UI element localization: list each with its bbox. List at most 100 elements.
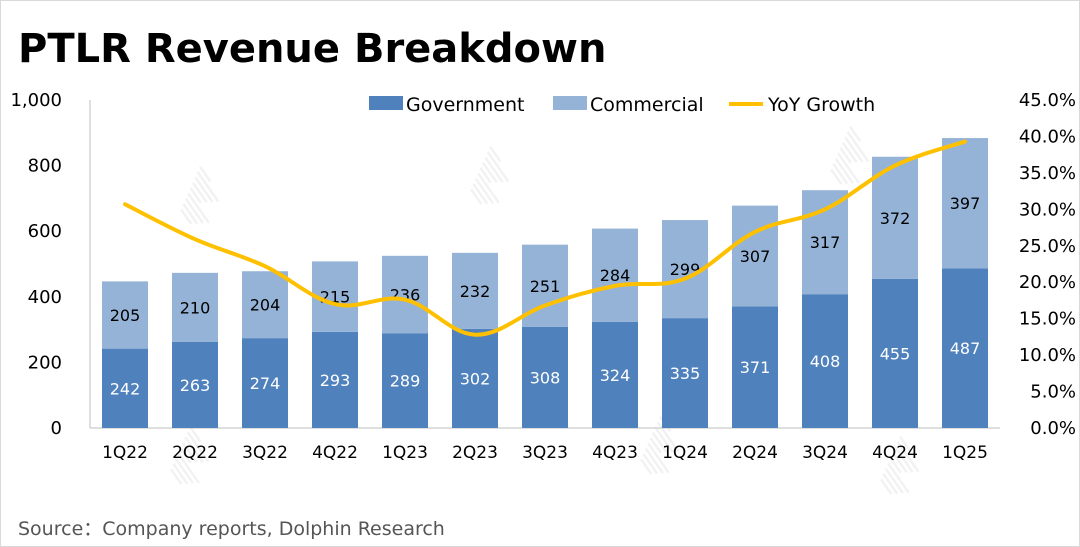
watermark-stroke (191, 181, 208, 204)
watermark-stroke (841, 141, 858, 164)
y-tick-label: 800 (28, 156, 62, 177)
government-data-label: 487 (950, 339, 981, 358)
watermark-stroke (479, 167, 492, 184)
government-data-label: 371 (740, 358, 771, 377)
y2-tick-label: 35.0% (1019, 163, 1076, 184)
government-bar (592, 321, 638, 428)
watermark-stroke (196, 171, 220, 203)
x-tick-label: 1Q25 (942, 443, 988, 463)
watermark-group (170, 125, 920, 495)
watermark-stroke (187, 192, 210, 224)
watermark-stroke (199, 165, 212, 183)
commercial-bar (872, 156, 918, 279)
y2-tick-label: 10.0% (1019, 345, 1076, 366)
watermark-stroke (884, 467, 905, 494)
chart-title: PTLR Revenue Breakdown (18, 26, 607, 72)
commercial-data-label: 307 (740, 247, 771, 266)
watermark-stroke (184, 197, 205, 224)
government-data-label: 242 (110, 379, 141, 398)
government-bar (732, 306, 778, 428)
x-tick-label: 4Q23 (592, 443, 638, 463)
watermark-mark (880, 435, 920, 495)
watermark-mark (180, 165, 220, 225)
watermark-stroke (894, 446, 914, 473)
watermark-stroke (899, 435, 912, 453)
watermark-stroke (481, 161, 498, 184)
yoy-growth-line (123, 139, 967, 337)
commercial-bar (592, 228, 638, 322)
watermark-stroke (830, 168, 843, 185)
x-tick-label: 2Q23 (452, 443, 498, 463)
watermark-stroke (642, 453, 659, 475)
government-data-label: 335 (670, 364, 701, 383)
commercial-data-label: 284 (600, 266, 631, 285)
y2-tick-label: 25.0% (1019, 236, 1076, 257)
commercial-data-label: 251 (530, 277, 561, 296)
government-data-label: 289 (390, 372, 421, 391)
watermark-stroke (177, 452, 200, 484)
y2-tick-label: 40.0% (1019, 126, 1076, 147)
watermark-stroke (837, 152, 860, 184)
watermark-stroke (849, 125, 862, 143)
watermark-stroke (186, 431, 210, 463)
government-bar (942, 268, 988, 428)
commercial-data-label: 210 (180, 298, 211, 317)
government-bar (452, 328, 498, 428)
axes: 0 200 400 600 800 1,000 0.0% 5.0% 10.0% 15.0% 20.0… (10, 90, 1076, 463)
watermark-mark (470, 145, 510, 205)
government-bar (382, 333, 428, 428)
x-tick-label: 3Q22 (242, 443, 288, 463)
x-tick-label: 4Q24 (872, 443, 918, 463)
watermark-stroke (834, 157, 855, 184)
x-tick-label: 2Q24 (732, 443, 778, 463)
watermark-stroke (489, 145, 502, 163)
y2-tick-label: 30.0% (1019, 199, 1076, 220)
watermark-stroke (839, 147, 852, 164)
government-bar (172, 341, 218, 428)
commercial-bar (942, 138, 988, 269)
watermark-stroke (887, 462, 910, 494)
government-data-label: 455 (880, 344, 911, 363)
x-tick-label: 3Q24 (802, 443, 848, 463)
watermark-stroke (486, 151, 510, 183)
watermark-stroke (184, 436, 204, 463)
government-bar (312, 331, 358, 428)
watermark-mark (830, 125, 870, 185)
commercial-data-label: 397 (950, 194, 981, 213)
watermark-stroke (654, 426, 674, 453)
watermark-stroke (474, 177, 495, 204)
watermark-stroke (882, 473, 899, 495)
watermark-stroke (640, 458, 653, 475)
watermark-stroke (472, 183, 489, 205)
x-tick-label: 2Q22 (172, 443, 218, 463)
government-data-label: 308 (530, 368, 561, 387)
watermark-stroke (846, 131, 870, 163)
bars (102, 138, 988, 428)
y-tick-label: 0 (51, 418, 62, 439)
y2-tick-label: 5.0% (1030, 382, 1076, 403)
legend-swatch-government (369, 96, 403, 110)
watermark-stroke (179, 447, 192, 464)
commercial-bar (172, 272, 218, 342)
x-tick-label: 1Q23 (382, 443, 428, 463)
x-tick-label: 3Q23 (522, 443, 568, 463)
watermark-stroke (180, 208, 193, 225)
watermark-mark (170, 425, 210, 485)
watermark-stroke (172, 463, 189, 485)
legend-swatch-commercial (553, 96, 587, 110)
watermark-stroke (844, 136, 864, 163)
growth-line-group (123, 139, 967, 337)
commercial-bar (382, 255, 428, 334)
commercial-data-label: 317 (810, 233, 841, 252)
commercial-bar (452, 252, 498, 329)
government-data-label: 302 (460, 369, 491, 388)
government-data-label: 263 (180, 376, 211, 395)
commercial-data-label: 372 (880, 209, 911, 228)
government-bar (802, 294, 848, 428)
legend-label-commercial: Commercial (590, 94, 704, 116)
watermark-stroke (656, 421, 680, 453)
government-bar (662, 318, 708, 428)
government-data-label: 324 (600, 366, 631, 385)
y2-tick-label: 15.0% (1019, 309, 1076, 330)
